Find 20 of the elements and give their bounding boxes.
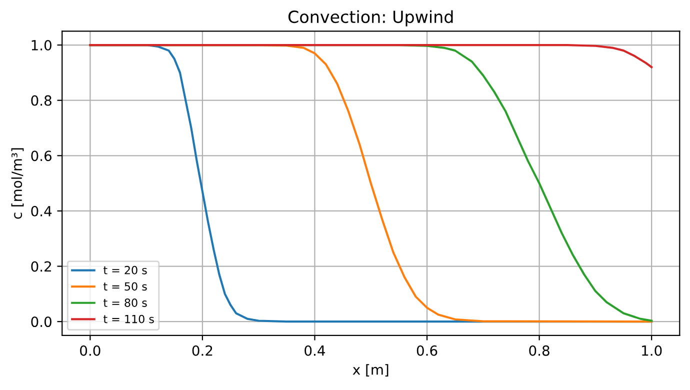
y-axis-title: c [mol/m³] [11,148,24,219]
y-tick-label: 0.0 [31,316,52,328]
x-tick-label: 0.8 [529,345,550,356]
x-tick-label: 0.0 [80,345,100,356]
x-tick-label: 0.2 [192,345,212,356]
y-tick-label: 1.0 [32,40,52,50]
x-axis-title: x [m] [352,364,388,377]
y-tick-label: 0.8 [31,95,52,106]
x-tick-label: 1.0 [642,345,662,356]
y-tick-label: 0.4 [31,206,52,216]
line-series [89,44,653,68]
legend-label: t = 110 s [104,314,154,324]
y-tick-label: 0.2 [31,261,51,272]
chart-title: Convection: Upwind [288,10,453,26]
legend-label: t = 20 s [104,266,147,274]
legend-label: t = 50 s [104,282,147,291]
x-tick-label: 0.4 [304,345,325,356]
legend-label: t = 80 s [104,298,147,307]
x-tick-label: 0.6 [416,345,438,356]
y-tick-label: 0.6 [31,150,52,162]
